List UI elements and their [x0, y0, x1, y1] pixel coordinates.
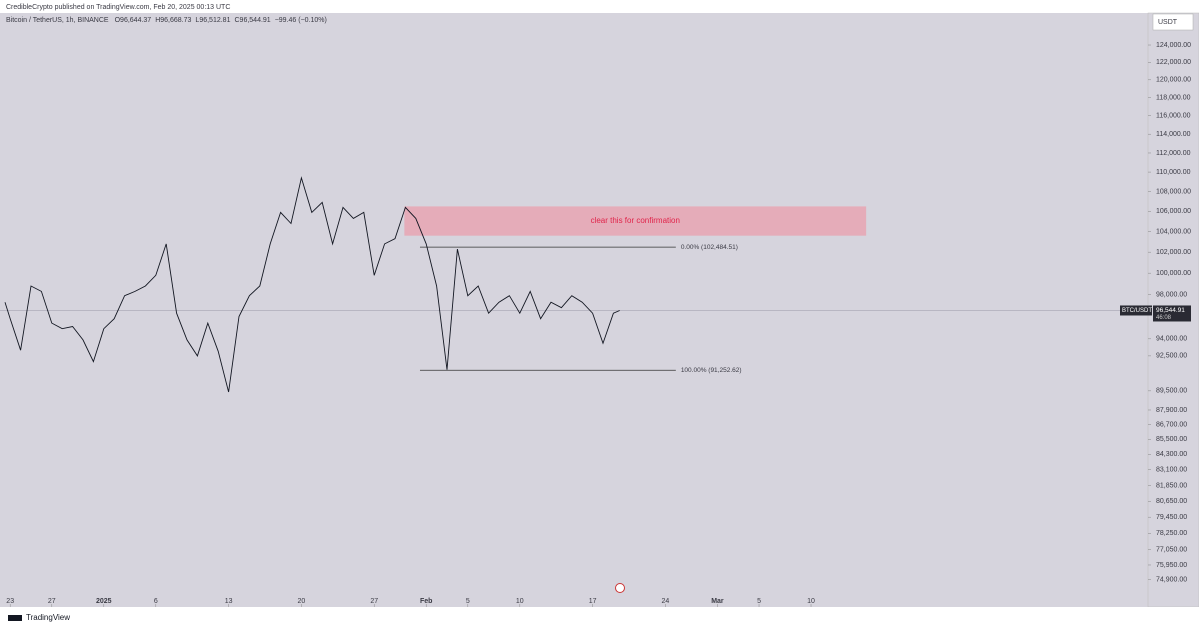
fib-label: 100.00% (91,252.62)	[681, 367, 742, 374]
y-tick-label: 106,000.00	[1156, 208, 1191, 215]
ohlc-label: C	[234, 17, 239, 24]
ohlc-value: 96,512.81	[199, 17, 230, 24]
y-tick-label: 116,000.00	[1156, 113, 1191, 120]
badge-value: 96,544.91	[1156, 307, 1185, 314]
y-tick-label: 86,700.00	[1156, 421, 1187, 428]
badge-name-box	[1120, 305, 1152, 316]
currency: USDT	[1158, 19, 1178, 26]
icon	[615, 583, 625, 593]
x-tick-label: 6	[154, 598, 158, 605]
ohlc-label: O	[115, 17, 121, 24]
y-tick-label: 114,000.00	[1156, 131, 1191, 138]
y-tick-label: 89,500.00	[1156, 388, 1187, 395]
x-tick-label: 20	[298, 598, 306, 605]
y-tick-label: 120,000.00	[1156, 77, 1191, 84]
y-tick-label: 87,900.00	[1156, 407, 1187, 414]
y-tick-label: 112,000.00	[1156, 150, 1191, 157]
x-tick-label: 5	[466, 598, 470, 605]
x-tick-label: 13	[225, 598, 233, 605]
y-tick-label: 118,000.00	[1156, 94, 1191, 101]
y-tick-label: 81,850.00	[1156, 482, 1187, 489]
ohlc-label: H	[155, 17, 160, 24]
ohlc-value: 96,544.91	[240, 17, 271, 24]
y-tick-label: 110,000.00	[1156, 169, 1191, 176]
x-tick-label: 24	[662, 598, 670, 605]
x-tick-label: 23	[6, 598, 14, 605]
x-tick-label: 5	[757, 598, 761, 605]
y-tick-label: 77,050.00	[1156, 547, 1187, 554]
y-tick-label: 104,000.00	[1156, 228, 1191, 235]
y-tick-label: 74,900.00	[1156, 577, 1187, 584]
y-tick-label: 100,000.00	[1156, 270, 1191, 277]
legend: Bitcoin / TetherUS, 1h, BINANCE	[6, 17, 109, 24]
plot-area	[0, 13, 1148, 607]
x-tick-label: 2025	[96, 598, 112, 605]
ohlc-value: 96,668.73	[160, 17, 191, 24]
change: −99.46 (−0.10%)	[275, 17, 327, 24]
footer: TradingView	[26, 613, 70, 622]
zone-label: clear this for confirmation	[591, 216, 680, 225]
y-tick-label: 84,300.00	[1156, 451, 1187, 458]
y-tick-label: 102,000.00	[1156, 249, 1191, 256]
x-tick-label: Mar	[711, 598, 724, 605]
price-line	[4, 176, 620, 393]
y-tick-label: 124,000.00	[1156, 42, 1191, 49]
y-tick-label: 92,500.00	[1156, 353, 1187, 360]
y-tick-label: 80,650.00	[1156, 498, 1187, 505]
y-tick-label: 78,250.00	[1156, 530, 1187, 537]
y-tick-label: 94,000.00	[1156, 336, 1187, 343]
x-tick-label: Feb	[420, 598, 432, 605]
header: CredibleCrypto published on TradingView.…	[6, 4, 230, 11]
footer-bar	[0, 607, 1199, 625]
x-tick-label: 10	[807, 598, 815, 605]
y-tick-label: 79,450.00	[1156, 514, 1187, 521]
header-bar	[0, 0, 1199, 13]
y-tick-label: 98,000.00	[1156, 291, 1187, 298]
x-tick-label: 17	[589, 598, 597, 605]
y-tick-label: 108,000.00	[1156, 188, 1191, 195]
zone	[404, 206, 867, 236]
fib-label: 0.00% (102,484.51)	[681, 244, 738, 251]
y-tick-label: 85,500.00	[1156, 436, 1187, 443]
ohlc-value: 96,644.37	[120, 17, 151, 24]
badge-value-box	[1153, 305, 1191, 322]
x-tick-label: 27	[48, 598, 56, 605]
logo	[8, 615, 22, 621]
y-tick-label: 75,950.00	[1156, 562, 1187, 569]
currency-box	[1152, 13, 1194, 31]
x-tick-label: 27	[370, 598, 378, 605]
badge-name: BTC/USDT	[1122, 308, 1152, 314]
badge-countdown: 46:08	[1156, 315, 1172, 321]
x-tick-label: 10	[516, 598, 524, 605]
ohlc-label: L	[195, 17, 199, 24]
y-tick-label: 122,000.00	[1156, 59, 1191, 66]
y-tick-label: 83,100.00	[1156, 466, 1187, 473]
